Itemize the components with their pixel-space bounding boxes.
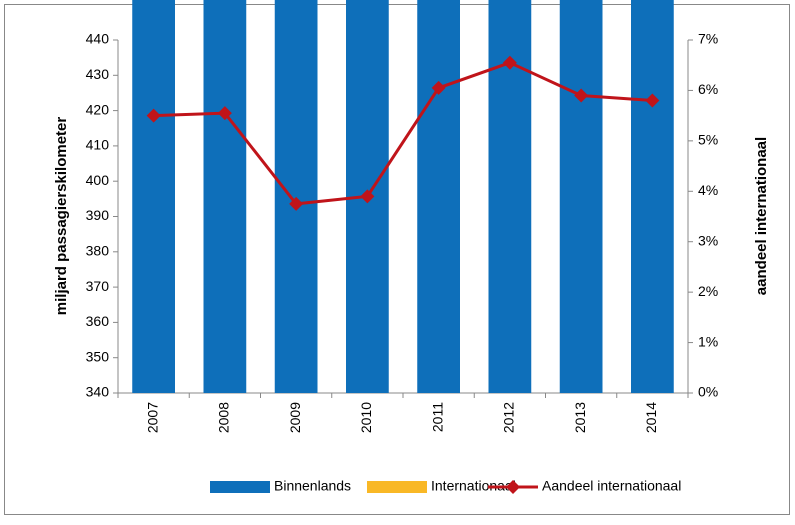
bar bbox=[132, 0, 175, 393]
legend-swatch bbox=[367, 481, 427, 493]
x-tick-label: 2008 bbox=[216, 402, 232, 433]
x-tick-label: 2010 bbox=[358, 402, 374, 433]
legend-label: Binnenlands bbox=[274, 478, 351, 494]
y-tick-label: 420 bbox=[86, 101, 110, 117]
y-tick-label: 390 bbox=[86, 207, 110, 223]
legend-marker bbox=[506, 480, 520, 494]
bar bbox=[417, 0, 460, 393]
y2-tick-label: 4% bbox=[698, 182, 718, 198]
line bbox=[153, 61, 653, 206]
y-tick-label: 380 bbox=[86, 243, 110, 259]
bar bbox=[203, 0, 247, 393]
line-marker bbox=[146, 108, 161, 123]
x-tick-label: 2013 bbox=[572, 402, 588, 433]
x-tick-label: 2012 bbox=[501, 402, 517, 433]
y-tick-label: 350 bbox=[86, 348, 110, 364]
y-tick-label: 410 bbox=[86, 137, 110, 153]
line-marker bbox=[360, 189, 375, 204]
line-marker bbox=[431, 80, 446, 95]
y-tick-label: 370 bbox=[86, 278, 110, 294]
y-tick-label: 440 bbox=[86, 31, 110, 47]
y-tick-label: 400 bbox=[86, 172, 110, 188]
y2-tick-label: 0% bbox=[698, 384, 718, 400]
line-marker bbox=[645, 93, 660, 108]
bar bbox=[559, 0, 603, 393]
line-marker bbox=[502, 55, 517, 70]
legend-label: Aandeel internationaal bbox=[542, 478, 681, 494]
y-tick-label: 430 bbox=[86, 66, 110, 82]
y2-tick-label: 6% bbox=[698, 81, 718, 97]
line-marker bbox=[574, 88, 589, 103]
x-tick-label: 2014 bbox=[643, 402, 659, 433]
y2-tick-label: 1% bbox=[698, 333, 718, 349]
x-tick-label: 2007 bbox=[144, 402, 160, 433]
x-tick-label: 2009 bbox=[287, 402, 303, 433]
x-tick-label: 2011 bbox=[429, 402, 445, 432]
legend-swatch bbox=[210, 481, 270, 493]
y2-tick-label: 3% bbox=[698, 232, 718, 248]
y-axis-title: miljard passagierskilometer bbox=[53, 117, 70, 316]
bar bbox=[274, 0, 318, 394]
bar bbox=[631, 0, 674, 393]
legend-label: Internationaal bbox=[431, 478, 516, 494]
y2-tick-label: 7% bbox=[698, 31, 718, 47]
line-marker bbox=[217, 106, 232, 121]
line-marker bbox=[289, 196, 304, 211]
y2-axis-title: aandeel internationaal bbox=[753, 137, 770, 295]
y2-tick-label: 2% bbox=[698, 283, 718, 299]
y-tick-label: 360 bbox=[86, 313, 110, 329]
y-tick-label: 340 bbox=[86, 384, 110, 400]
y2-tick-label: 5% bbox=[698, 132, 718, 148]
